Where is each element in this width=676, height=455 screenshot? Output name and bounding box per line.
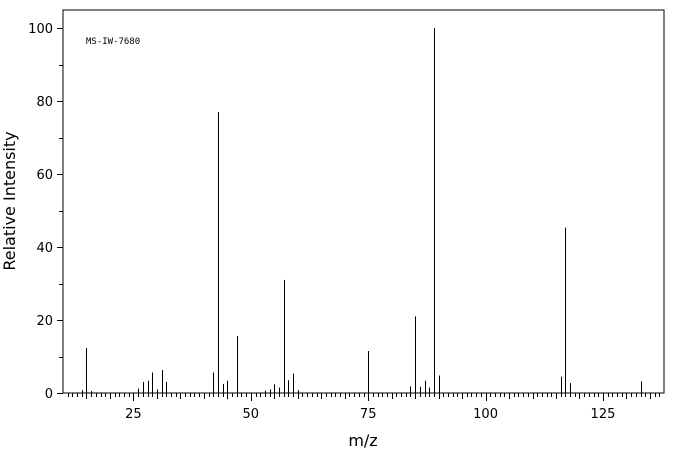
x-tick-label-50: 50 [243,407,260,422]
y-tick-label-0: 0 [45,387,53,402]
y-tick-label-100: 100 [28,22,53,37]
spectrum-id-label: MS-IW-7680 [86,37,140,47]
y-tick-label-80: 80 [36,95,53,110]
plot-border [62,9,665,394]
y-tick-label-40: 40 [36,241,53,256]
plot-frame [62,9,665,394]
x-tick-label-125: 125 [591,407,616,422]
x-axis-title: m/z [348,431,377,450]
x-tick-label-25: 25 [125,407,142,422]
y-axis: 0 20 40 60 80 100 [28,22,63,402]
y-axis-title: Relative Intensity [0,131,19,270]
x-axis: 25 50 75 100 125 [68,393,660,422]
y-tick-label-20: 20 [36,314,53,329]
y-tick-label-60: 60 [36,168,53,183]
x-tick-label-100: 100 [473,407,498,422]
peak-group [82,28,642,393]
x-tick-label-75: 75 [360,407,377,422]
